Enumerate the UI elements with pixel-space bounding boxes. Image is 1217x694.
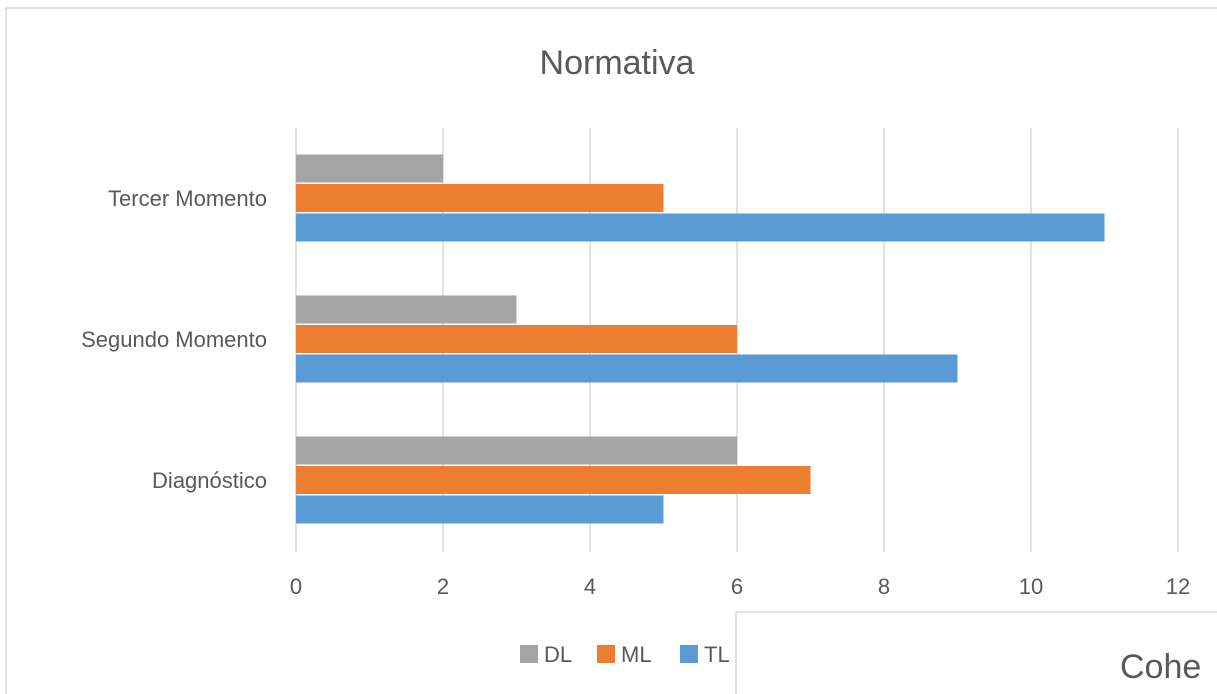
overlapping-chart-frame xyxy=(735,611,1217,694)
y-tick-label: Diagnóstico xyxy=(152,468,267,493)
bar-ml-0 xyxy=(296,466,811,494)
bar-dl-2 xyxy=(296,154,443,183)
legend-swatch-tl xyxy=(680,645,698,663)
bar-dl-0 xyxy=(296,436,737,465)
overlapping-chart: Cohe xyxy=(735,611,1217,694)
legend-label-dl: DL xyxy=(544,642,572,667)
y-tick-labels: Diagnóstico Segundo Momento Tercer Momento xyxy=(81,186,267,493)
legend-swatch-dl xyxy=(520,645,538,663)
legend-label-ml: ML xyxy=(621,642,652,667)
x-tick-label: 12 xyxy=(1166,574,1190,599)
legend-swatch-ml xyxy=(597,645,615,663)
x-tick-label: 0 xyxy=(290,574,302,599)
bar-tl-0 xyxy=(296,495,664,524)
x-tick-labels: 0 2 4 6 8 10 12 xyxy=(290,574,1190,599)
bar-ml-2 xyxy=(296,184,664,212)
x-tick-label: 4 xyxy=(584,574,596,599)
y-tick-label: Segundo Momento xyxy=(81,327,267,352)
chart-title: Normativa xyxy=(540,44,695,82)
x-tick-label: 2 xyxy=(437,574,449,599)
legend-label-tl: TL xyxy=(704,642,730,667)
bar-tl-1 xyxy=(296,354,958,383)
x-tick-label: 6 xyxy=(731,574,743,599)
y-tick-label: Tercer Momento xyxy=(108,186,267,211)
legend: DL ML TL xyxy=(520,642,730,667)
bar-ml-1 xyxy=(296,325,737,353)
bars xyxy=(296,154,1105,524)
bar-tl-2 xyxy=(296,213,1105,242)
x-tick-label: 8 xyxy=(878,574,890,599)
x-tick-label: 10 xyxy=(1019,574,1043,599)
overlapping-chart-title: Cohe xyxy=(1120,648,1201,686)
bar-dl-1 xyxy=(296,295,517,324)
